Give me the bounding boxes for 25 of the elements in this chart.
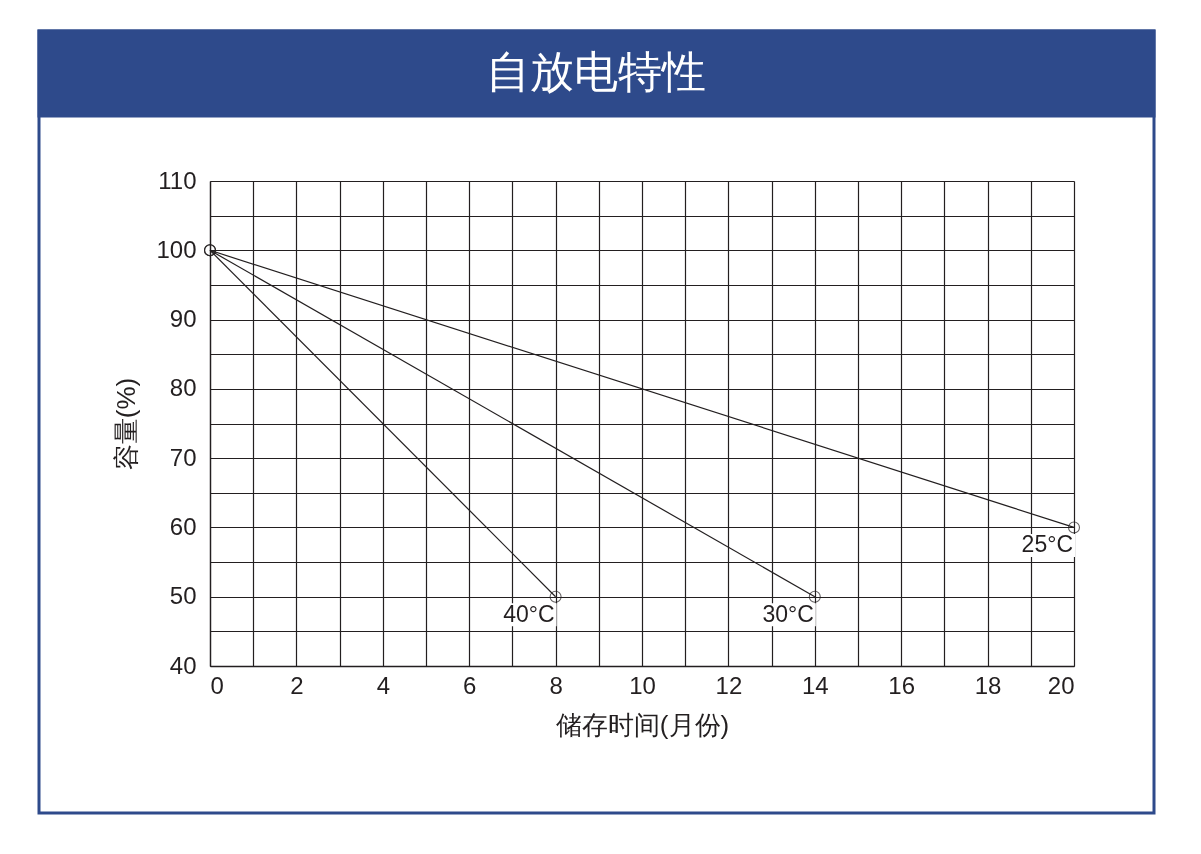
series-label: 30°C	[762, 600, 814, 627]
x-tick-label: 8	[549, 671, 563, 699]
y-tick-label: 110	[158, 166, 197, 194]
x-tick-label: 2	[290, 671, 304, 699]
x-tick-label: 16	[888, 671, 916, 699]
y-tick-label: 90	[169, 305, 197, 333]
y-tick-label: 100	[156, 235, 197, 263]
x-axis-title: 储存时间(月份)	[555, 709, 730, 740]
series-label: 25°C	[1021, 531, 1073, 558]
series-label: 40°C	[503, 600, 555, 627]
x-tick-label: 10	[629, 671, 656, 699]
x-tick-label: 4	[376, 671, 390, 699]
y-axis-title: 容量(%)	[111, 377, 142, 471]
x-tick-label: 0	[210, 671, 224, 699]
y-tick-label: 40	[169, 651, 197, 679]
y-tick-label: 80	[169, 374, 197, 402]
y-tick-label: 70	[169, 443, 197, 471]
y-tick-label: 60	[169, 512, 197, 540]
x-tick-label: 20	[1047, 671, 1075, 699]
x-tick-label: 14	[801, 671, 829, 699]
chart-title: 自放电特性	[486, 47, 706, 96]
x-tick-label: 12	[715, 671, 743, 699]
x-tick-label: 18	[974, 671, 1002, 699]
y-tick-label: 50	[169, 582, 197, 610]
x-tick-label: 6	[463, 671, 477, 699]
